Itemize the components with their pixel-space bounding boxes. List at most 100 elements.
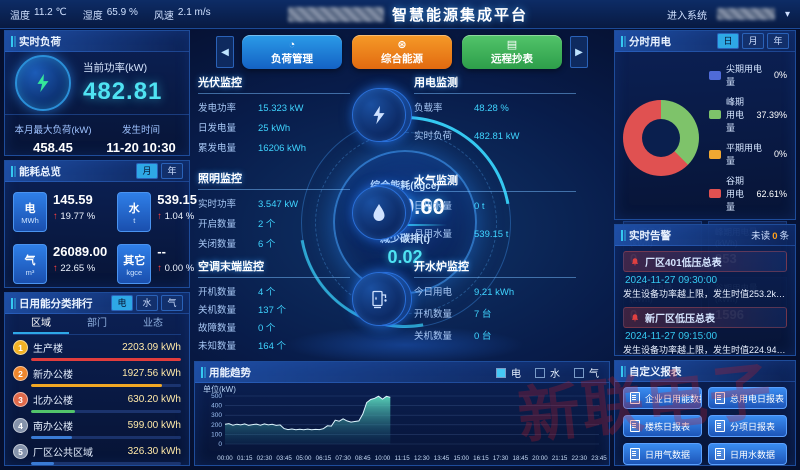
boiler-monitor-title: 开水炉监控 — [414, 258, 576, 278]
carbon-reduction-label: 减少碳排(t) — [380, 233, 430, 245]
stat-row: 发电功率 15.323 kW — [198, 103, 304, 114]
lightning-badge-icon — [15, 55, 71, 111]
module-button[interactable]: ⊛ 综合能源 — [352, 35, 452, 69]
chevron-down-icon[interactable]: ▾ — [784, 8, 790, 20]
ac-monitor-title: 空调末端监控 — [198, 258, 350, 278]
stat-row: 开启数量 2 个 — [198, 219, 276, 230]
ranking-column-tab[interactable]: 区域 — [13, 316, 69, 334]
svg-text:23:45: 23:45 — [591, 455, 607, 462]
stat-row: 实时负荷 482.81 kW — [414, 131, 520, 142]
legend-swatch — [709, 110, 721, 119]
ranking-row[interactable]: 1 生产楼 2203.09 kWh — [13, 337, 181, 363]
svg-text:16:15: 16:15 — [473, 455, 489, 462]
svg-text:500: 500 — [211, 393, 222, 400]
weather-value: 11.2 ℃ — [34, 6, 67, 18]
user-area: 进入系统 ▾ — [667, 0, 790, 28]
period-tab[interactable]: 年 — [767, 33, 789, 49]
weather-item: 湿度 65.9 % — [83, 7, 138, 22]
legend-checkbox[interactable] — [535, 367, 545, 378]
module-button-label: 综合能源 — [381, 52, 423, 65]
legend-checkbox[interactable] — [496, 367, 506, 378]
ranking-column-tab[interactable]: 部门 — [87, 318, 107, 329]
ranking-name: 北办公楼 — [33, 396, 73, 407]
energy-type-tab[interactable]: 电 — [111, 295, 133, 311]
svg-text:02:30: 02:30 — [257, 455, 273, 462]
energy-overview-panel: 能耗总览 月年 电 MWh 145.59 ↑ 19.77 % — [4, 160, 197, 288]
legend-row: 谷期用电量 62.61% — [709, 174, 787, 213]
module-buttons: ◔ 负荷管理 ⊛ 综合能源 ▤ 远程抄表 — [242, 35, 562, 69]
ranking-row[interactable]: 5 厂区公共区域 326.30 kWh — [13, 441, 181, 467]
current-power-value: 482.81 — [83, 78, 163, 105]
energy-value: 26089.00 — [53, 244, 108, 259]
ranking-row[interactable]: 2 新办公楼 1927.56 kWh — [13, 363, 181, 389]
nav-next-arrow[interactable]: ▶ — [570, 36, 588, 68]
chart-legend-item[interactable]: 电 — [496, 365, 521, 380]
max-load-label: 本月最大负荷(kW) — [14, 125, 92, 136]
up-arrow-icon: ↑ — [157, 211, 162, 222]
panel-title: 日用能分类排行 — [11, 296, 93, 311]
page-title: 智慧能源集成平台 — [392, 6, 529, 24]
panel-title: 实时告警 — [621, 228, 671, 243]
period-tab[interactable]: 月 — [136, 163, 158, 179]
energy-tile: 其它 kgce -- ↑ 0.00 % — [117, 244, 197, 284]
energy-type-tab[interactable]: 水 — [136, 295, 158, 311]
username-blurred[interactable] — [716, 8, 775, 20]
period-tab[interactable]: 年 — [161, 163, 183, 179]
panel-title: 实时负荷 — [11, 34, 61, 49]
nav-prev-arrow[interactable]: ◀ — [216, 36, 234, 68]
occur-time-value: 11-20 10:30 — [106, 140, 176, 155]
enter-system-link[interactable]: 进入系统 — [666, 10, 707, 22]
module-button[interactable]: ◔ 负荷管理 — [242, 35, 342, 69]
svg-text:21:15: 21:15 — [552, 455, 568, 462]
report-buttons: 企业日用能数据 总用电日报表 楼栋日报表 分项日报表 — [615, 382, 795, 470]
period-tab[interactable]: 日 — [717, 33, 739, 49]
report-button[interactable]: 总用电日报表 — [708, 387, 787, 409]
stat-row: 日发电量 25 kWh — [198, 123, 291, 134]
ranking-row[interactable]: 3 北办公楼 630.20 kWh — [13, 389, 181, 415]
energy-type-tab[interactable]: 气 — [161, 295, 183, 311]
stat-row: 关机数量 137 个 — [198, 305, 286, 316]
panel-header: 用能趋势 — [195, 362, 609, 383]
ranking-name: 厂区公共区域 — [33, 448, 93, 459]
svg-text:400: 400 — [211, 403, 222, 410]
chart-legend-item[interactable]: 气 — [574, 365, 599, 380]
tou-electricity-panel: 分时用电 日月年 尖期用电量 0% 峰期用电量 — [614, 30, 796, 327]
realtime-load-panel: 实时负荷 当前功率(kW) 482.81 本月最大负荷(kW) 458.45 发… — [4, 30, 190, 156]
svg-text:300: 300 — [211, 412, 222, 419]
custom-reports-panel: 自定义报表 企业日用能数据 总用电日报表 楼栋日报表 — [614, 360, 796, 466]
svg-text:15:00: 15:00 — [453, 455, 469, 462]
report-button[interactable]: 分项日报表 — [708, 415, 787, 437]
report-button[interactable]: 日用水数据 — [708, 443, 787, 465]
pv-monitor-title: 光伏监控 — [198, 74, 350, 94]
up-arrow-icon: ↑ — [53, 211, 58, 222]
ranking-column-tab[interactable]: 业态 — [143, 318, 163, 329]
alert-description: 发生设备功率越上限，发生时值253.2kW，… — [623, 289, 787, 299]
ranking-name: 南办公楼 — [33, 422, 73, 433]
module-nav-row: ◀ ◔ 负荷管理 ⊛ 综合能源 ▤ 远程抄表 ▶ — [194, 32, 610, 72]
tou-legend: 尖期用电量 0% 峰期用电量 37.39% 平期用电量 0% — [709, 62, 787, 213]
svg-text:20:00: 20:00 — [532, 455, 548, 462]
legend-checkbox[interactable] — [574, 367, 584, 378]
stat-row: 未知数量 164 个 — [198, 341, 286, 352]
module-button[interactable]: ▤ 远程抄表 — [462, 35, 562, 69]
ranking-value: 1927.56 kWh — [122, 368, 181, 379]
unread-count: 0 — [772, 231, 778, 242]
alert-list: 厂区401低压总表 2024-11-27 09:30:00 发生设备功率越上限，… — [615, 246, 795, 368]
stat-row: 日用水量 0 t — [414, 201, 485, 212]
report-button[interactable]: 企业日用能数据 — [623, 387, 702, 409]
module-button-icon: ▤ — [506, 38, 518, 51]
ranking-value: 630.20 kWh — [127, 394, 181, 405]
report-button[interactable]: 楼栋日报表 — [623, 415, 702, 437]
ranking-bar-fill — [31, 358, 181, 361]
alert-item[interactable]: 新厂区低压总表 2024-11-27 09:15:00 发生设备功率越上限，发生… — [623, 307, 787, 356]
energy-value: 539.15 — [157, 192, 197, 207]
report-button[interactable]: 日用气数据 — [623, 443, 702, 465]
weather-value: 65.9 % — [106, 6, 138, 18]
ranking-value: 2203.09 kWh — [122, 342, 181, 353]
period-tab[interactable]: 月 — [742, 33, 764, 49]
alert-item[interactable]: 厂区401低压总表 2024-11-27 09:30:00 发生设备功率越上限，… — [623, 251, 787, 300]
chart-legend-item[interactable]: 水 — [535, 365, 560, 380]
lightning-icon — [37, 73, 49, 93]
ranking-row[interactable]: 4 南办公楼 599.00 kWh — [13, 415, 181, 441]
water-boiler-icon — [352, 272, 406, 326]
